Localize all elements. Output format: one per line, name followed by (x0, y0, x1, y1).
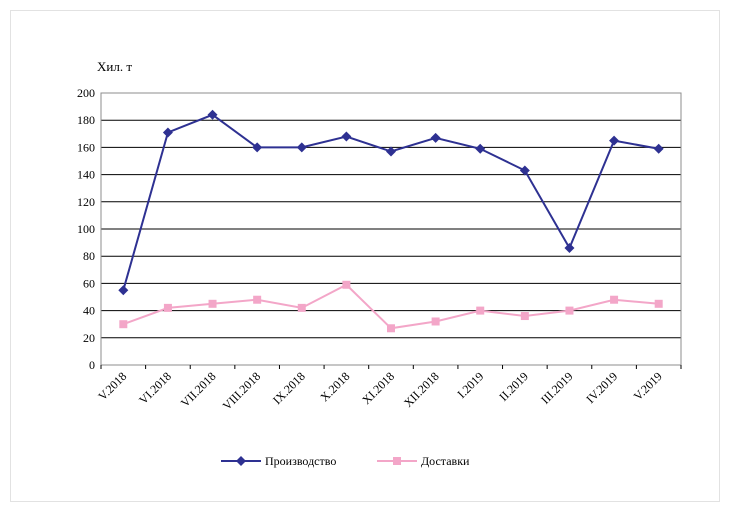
series-line (122, 283, 659, 330)
x-tick-label: V.2019 (631, 369, 665, 403)
grid-lines (101, 92, 681, 366)
data-point (609, 135, 620, 146)
data-point (387, 324, 395, 333)
y-tick-label: 60 (83, 276, 95, 290)
y-tick-label: 100 (77, 222, 95, 236)
data-point (163, 303, 172, 312)
data-point (431, 317, 440, 326)
y-tick-label: 140 (77, 168, 95, 182)
series-line (122, 113, 659, 291)
plot-area-border (100, 92, 682, 366)
data-point (118, 285, 129, 296)
x-tick-label: XII.2018 (401, 369, 442, 410)
data-point (610, 295, 619, 304)
data-point (476, 306, 485, 315)
legend-item: Производство (221, 454, 336, 468)
x-tick-label: XI.2018 (359, 369, 397, 407)
data-point (296, 142, 307, 153)
legend: Производство Доставки (221, 454, 470, 468)
data-point (386, 146, 396, 157)
series-layer (118, 109, 664, 333)
data-point (162, 127, 173, 138)
x-tick-label: V.2018 (95, 369, 129, 403)
data-point (654, 299, 663, 308)
y-tick-label: 80 (83, 249, 95, 263)
x-tick-label: II.2019 (496, 369, 531, 404)
data-point (208, 299, 217, 308)
y-tick-labels: 0 20 40 60 80 100 120 140 160 180 200 (77, 86, 95, 372)
x-tick-label: IX.2018 (270, 369, 308, 407)
y-tick-label: 120 (77, 195, 95, 209)
chart-frame: Хил. т 0 20 40 60 80 100 120 140 160 180 200 V.201… (10, 10, 720, 502)
x-tick-label: I.2019 (455, 369, 487, 401)
data-point (119, 320, 128, 329)
data-point (207, 109, 218, 120)
x-tick-label: IV.2019 (583, 369, 620, 406)
y-tick-label: 0 (89, 358, 95, 372)
data-point (252, 142, 263, 153)
data-point (565, 306, 574, 315)
data-point (653, 143, 664, 154)
data-point (297, 303, 306, 312)
legend-marker (236, 456, 246, 466)
y-tick-label: 200 (77, 86, 95, 100)
series-1 (118, 109, 664, 296)
y-tick-label: 20 (83, 331, 95, 345)
x-tick-label: VIII.2018 (220, 369, 264, 413)
legend-marker (393, 457, 401, 465)
y-tick-label: 40 (83, 304, 95, 318)
data-point (342, 280, 351, 289)
data-point (564, 243, 575, 254)
x-tick-label: VI.2018 (136, 369, 174, 407)
y-tick-label: 180 (77, 113, 95, 127)
axes (100, 92, 682, 369)
y-tick-label: 160 (77, 140, 95, 154)
data-point (520, 312, 529, 321)
y-axis-label: Хил. т (97, 59, 132, 74)
data-point (341, 131, 352, 142)
legend-label: Доставки (421, 454, 470, 468)
x-tick-label: X.2018 (317, 369, 352, 404)
data-point (519, 165, 530, 176)
line-chart: Хил. т 0 20 40 60 80 100 120 140 160 180 200 V.201… (77, 59, 682, 468)
data-point (475, 143, 486, 154)
data-point (253, 295, 262, 304)
x-tick-labels: V.2018 VI.2018 VII.2018 VIII.2018 IX.2018 X.2… (95, 369, 664, 413)
legend-label: Производство (265, 454, 336, 468)
x-tick-label: III.2019 (538, 369, 575, 406)
series-2 (119, 280, 663, 333)
legend-item: Доставки (377, 454, 470, 468)
data-point (430, 132, 441, 143)
x-tick-label: VII.2018 (178, 369, 219, 410)
